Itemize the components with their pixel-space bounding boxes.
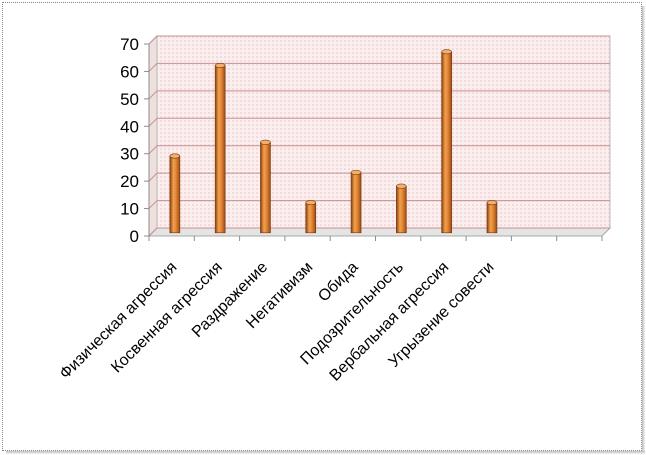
frame-shadow-right [642,6,645,453]
bar-body [350,172,362,234]
bar-top [169,153,181,159]
y-tick-label: 10 [120,200,139,219]
bar-top [486,200,498,206]
bar [214,62,226,234]
y-tick-label: 0 [130,227,139,246]
bar-top [214,62,226,68]
bar [260,139,271,234]
y-tick-label: 40 [120,117,139,136]
y-tick-label: 30 [120,145,139,164]
bar-body [441,51,452,234]
side-wall [148,34,158,238]
bar [486,200,498,234]
gridline [148,145,610,155]
bar-top [305,200,317,206]
y-tick-label: 60 [120,62,139,81]
bar [441,49,452,234]
gridline [148,227,610,237]
bar-body [486,202,498,234]
bar-body [169,155,181,234]
bar-body [260,141,271,234]
y-tick-label: 50 [120,90,139,109]
gridlines [148,35,610,237]
gridline [148,62,610,72]
gridline [148,117,610,127]
bars [169,49,498,234]
bar-top [441,49,452,55]
y-tick-label: 20 [120,172,139,191]
bar-body [396,185,407,234]
bar-top [260,139,271,145]
bar-top [396,183,407,189]
bar-top [350,169,362,175]
bar [305,200,317,234]
gridline [148,35,610,45]
gridline [148,172,610,182]
axes [144,43,603,241]
frame-shadow-bottom [6,451,645,454]
bar [350,169,362,234]
bar-body [214,65,226,234]
y-axis-tick-labels: 0 10 20 30 40 50 60 70 [120,35,139,246]
y-tick-label: 70 [120,35,139,54]
back-wall [156,35,611,229]
gridline [148,90,610,100]
bar [169,153,181,234]
gridline [148,200,610,209]
bar-body [305,202,317,234]
bar [396,183,407,234]
